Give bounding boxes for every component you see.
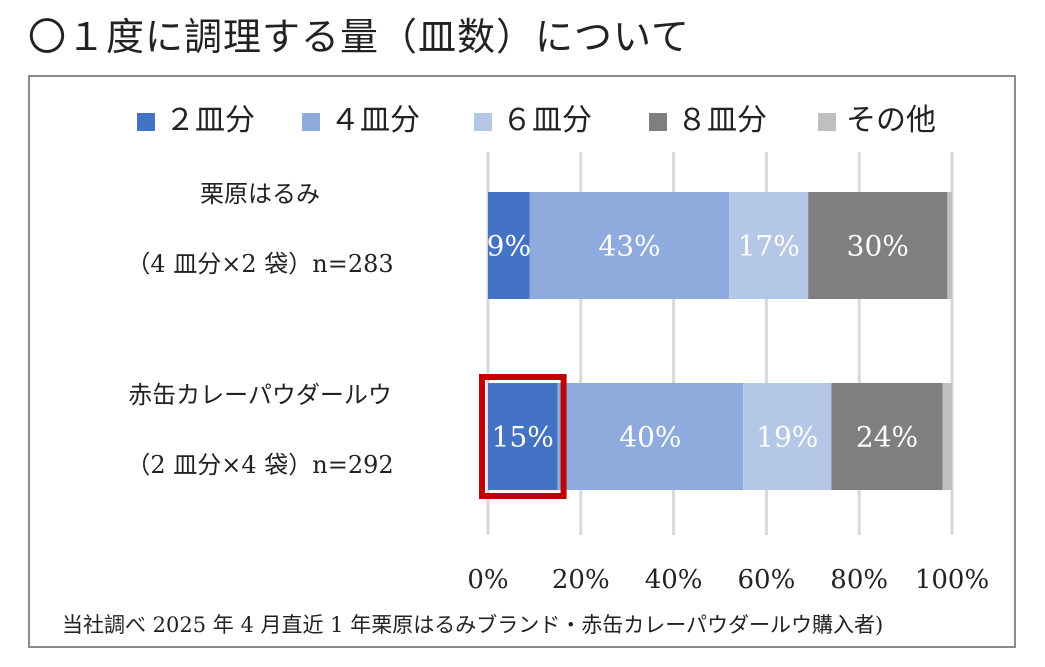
x-tick-label: 20%: [552, 565, 610, 595]
bar-segment: [729, 192, 809, 299]
page-title: 〇１度に調理する量（皿数）について: [28, 15, 690, 59]
legend-swatch: [818, 113, 836, 131]
data-label: 43%: [598, 230, 660, 263]
data-label: 15%: [492, 421, 554, 454]
bar-segment: [529, 192, 730, 299]
x-tick-label: 40%: [645, 565, 703, 595]
data-label: 30%: [847, 230, 909, 263]
bar-segment: [942, 383, 952, 490]
footnote: 当社調べ 2025 年 4 月直近 1 年栗原はるみブランド・赤缶カレーパウダー…: [62, 613, 884, 637]
legend-label: ２皿分: [165, 103, 255, 138]
legend-swatch: [649, 113, 667, 131]
category-label: 赤缶カレーパウダールウ: [128, 381, 392, 409]
bar-segment: [947, 192, 952, 299]
x-tick-label: 100%: [915, 565, 989, 595]
category-sublabel: （4 皿分×2 袋）n=283: [126, 250, 393, 278]
x-tick-label: 0%: [467, 565, 508, 595]
highlight-box: [479, 374, 567, 499]
data-label: 9%: [487, 230, 531, 263]
data-label: 19%: [756, 421, 818, 454]
legend-swatch: [474, 113, 492, 131]
x-tick-label: 80%: [830, 565, 888, 595]
bar-segment: [831, 383, 943, 490]
data-label: 40%: [619, 421, 681, 454]
legend-label: ６皿分: [502, 103, 592, 138]
x-tick-label: 60%: [738, 565, 796, 595]
data-label: 17%: [738, 230, 800, 263]
legend-swatch: [302, 113, 320, 131]
category-sublabel: （2 皿分×4 袋）n=292: [126, 451, 393, 479]
legend-label: ８皿分: [677, 103, 767, 138]
category-label: 栗原はるみ: [200, 180, 320, 208]
legend-label: その他: [846, 103, 936, 138]
bar-segment: [488, 192, 530, 299]
data-label: 24%: [856, 421, 918, 454]
legend-label: ４皿分: [330, 103, 420, 138]
bar-segment: [488, 383, 558, 490]
chart-frame: [28, 75, 1016, 648]
bar-segment: [808, 192, 948, 299]
bar-segment: [557, 383, 744, 490]
bar-segment: [743, 383, 832, 490]
legend-swatch: [137, 113, 155, 131]
